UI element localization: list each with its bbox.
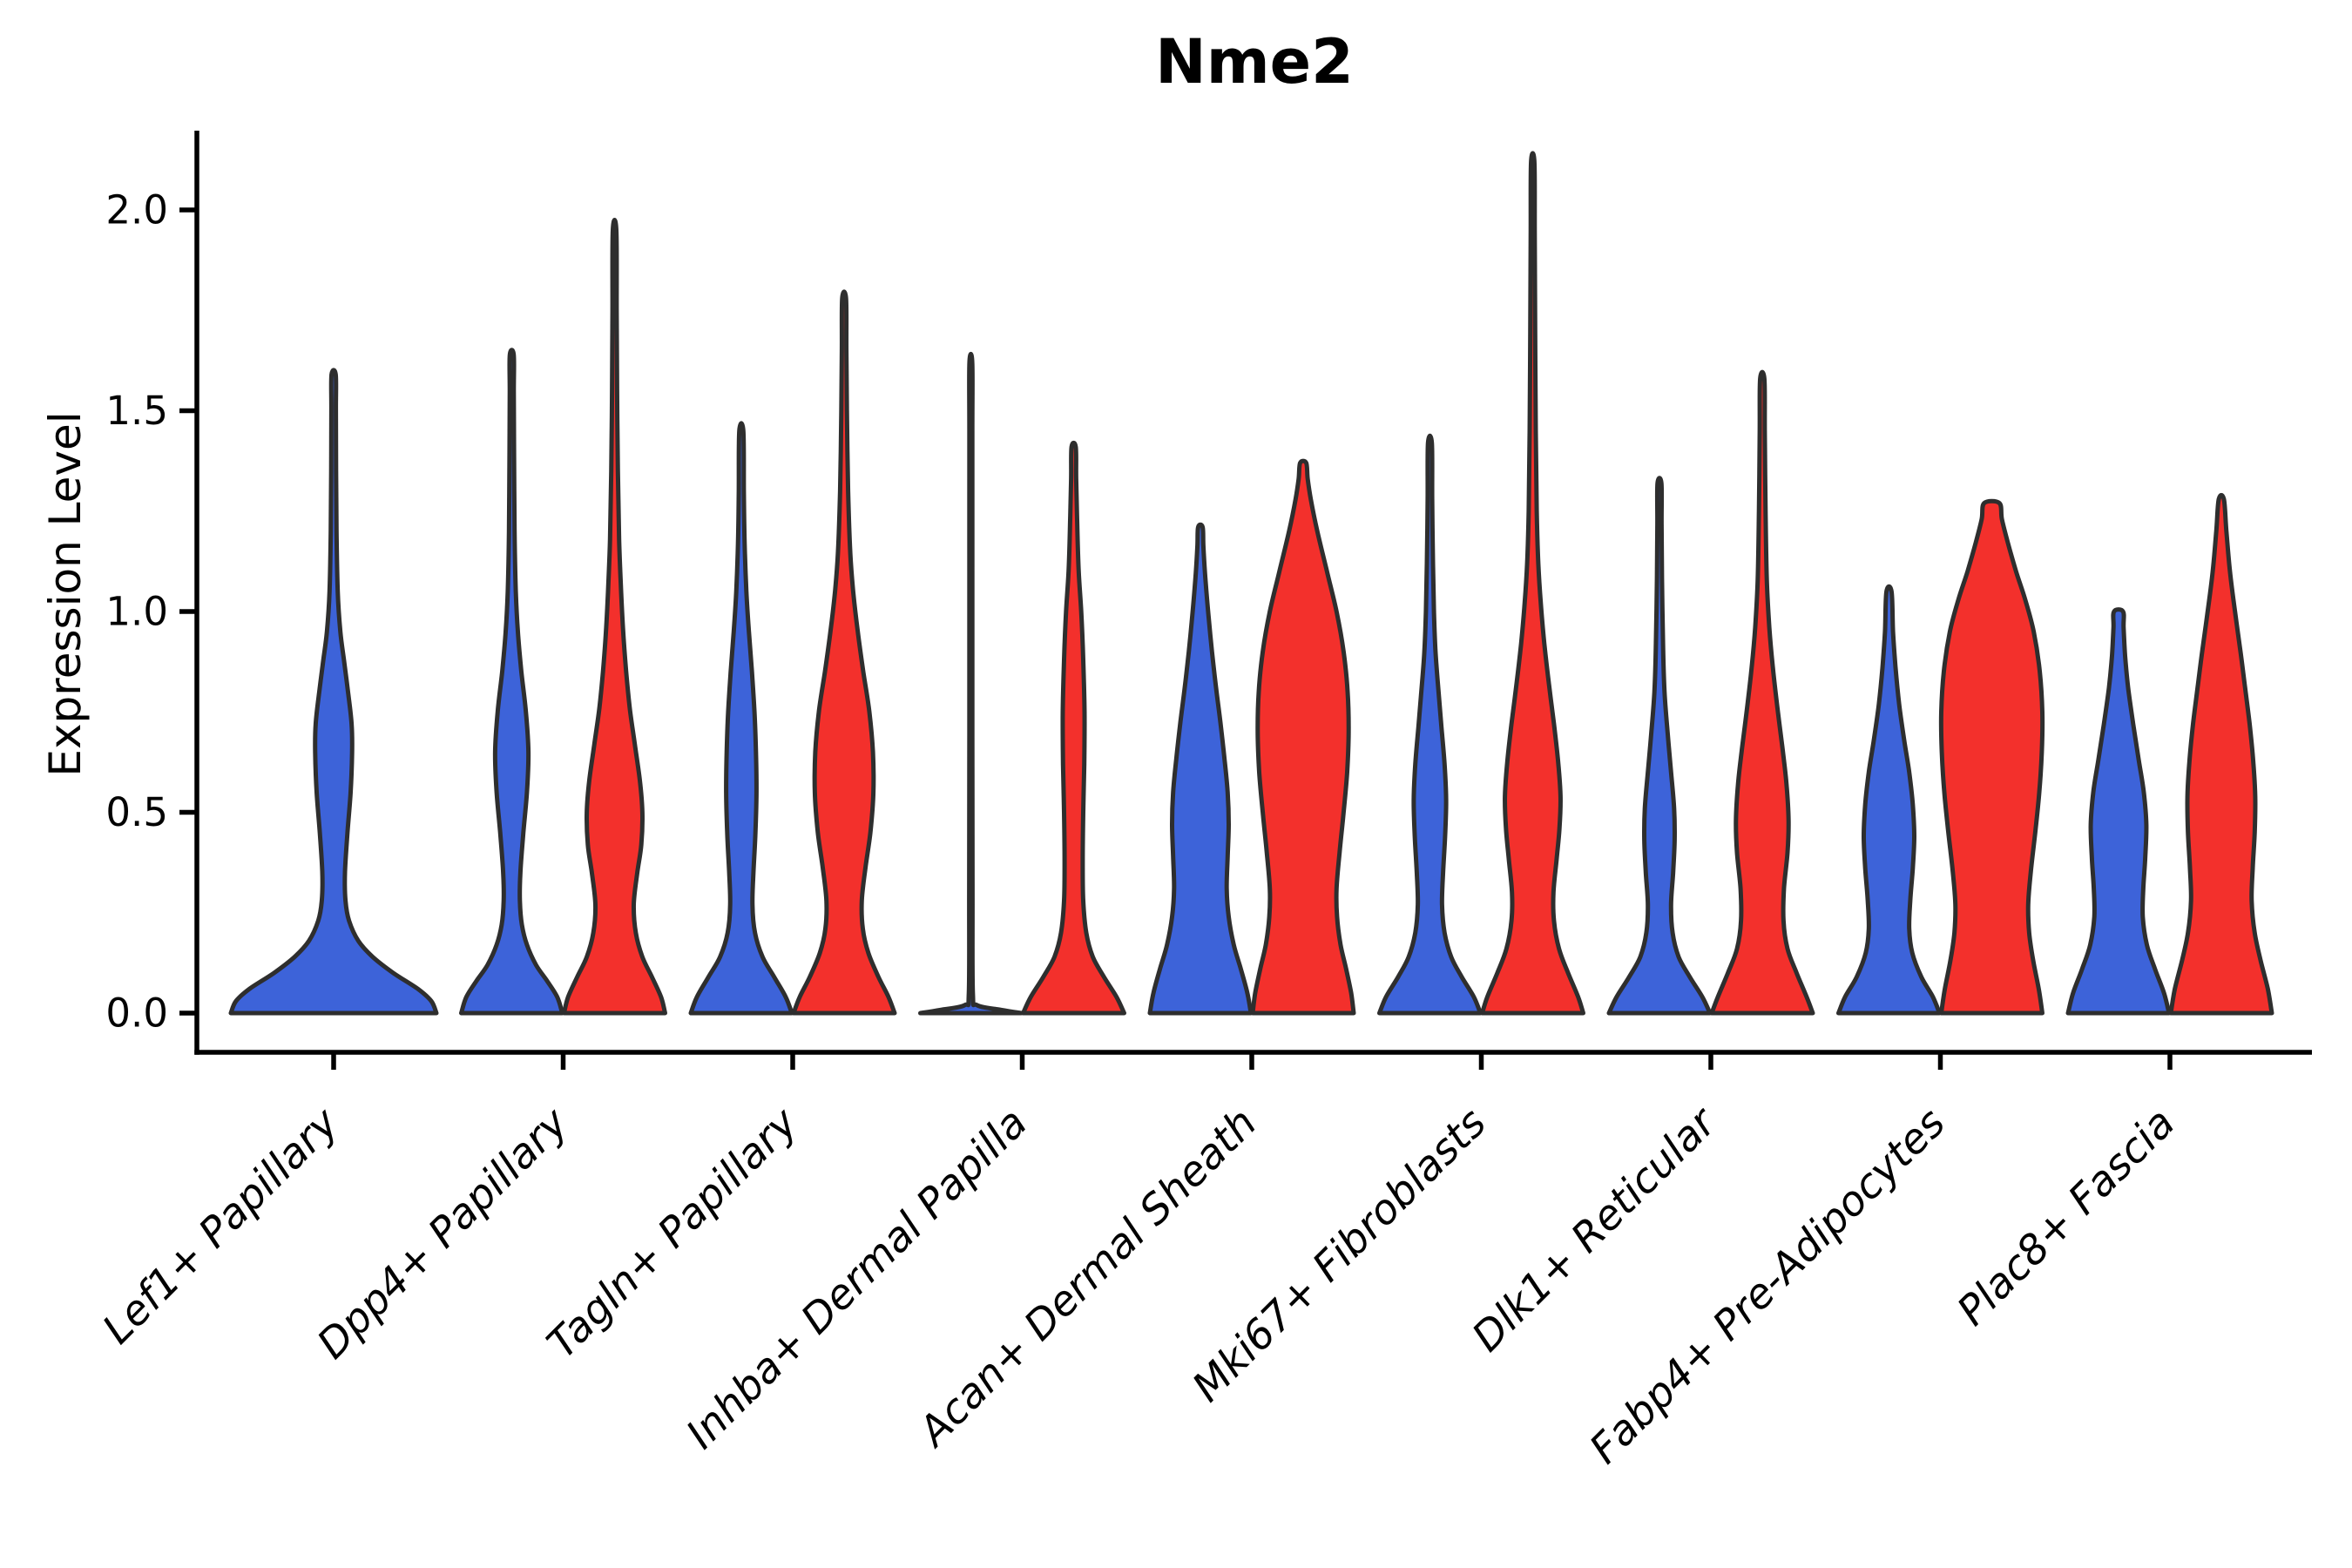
y-axis-label: Expression Level: [40, 411, 91, 777]
violin-acan-dermal-sheath-red: [1250, 458, 1356, 1016]
x-tick-label-lef1-papillary: Lef1+ Papillary: [93, 1098, 348, 1354]
violin-inhba-dermal-papilla-blue: [918, 351, 1024, 1016]
violins: [228, 151, 2274, 1016]
y-tick-label: 2.0: [105, 187, 168, 233]
violin-fabp4-pre-adipocytes-red: [1938, 498, 2045, 1016]
violin-lef1-papillary-blue: [228, 368, 439, 1016]
violin-acan-dermal-sheath-blue: [1147, 522, 1254, 1016]
x-tick-label-tagln-papillary: Tagln+ Papillary: [538, 1098, 808, 1369]
violin-dpp4-papillary-red: [562, 218, 667, 1016]
violin-mki67-fibroblasts-red: [1480, 151, 1585, 1016]
violin-tagln-papillary-red: [791, 289, 897, 1016]
x-tick-label-plac8-fascia: Plac8+ Fascia: [1948, 1099, 2184, 1335]
violin-inhba-dermal-papilla-red: [1021, 440, 1126, 1016]
violin-tagln-papillary-blue: [688, 421, 794, 1016]
y-tick-label: 1.5: [105, 388, 168, 434]
y-tick-label: 0.5: [105, 789, 168, 835]
chart-title: Nme2: [1155, 26, 1354, 98]
x-tick-label-dpp4-papillary: Dpp4+ Papillary: [308, 1098, 578, 1369]
violin-plac8-fascia-red: [2168, 492, 2274, 1016]
violin-dlk1-reticular-blue: [1606, 476, 1713, 1016]
y-tick-label: 1.0: [105, 589, 168, 635]
violin-dpp4-papillary-blue: [459, 348, 564, 1016]
violin-mki67-fibroblasts-blue: [1377, 433, 1483, 1016]
violin-fabp4-pre-adipocytes-blue: [1836, 584, 1942, 1016]
y-tick-label: 0.0: [105, 990, 168, 1037]
violin-dlk1-reticular-red: [1709, 369, 1815, 1016]
x-tick-label-dlk1-reticular: Dlk1+ Reticular: [1463, 1098, 1727, 1362]
violin-plac8-fascia-blue: [2065, 607, 2172, 1016]
